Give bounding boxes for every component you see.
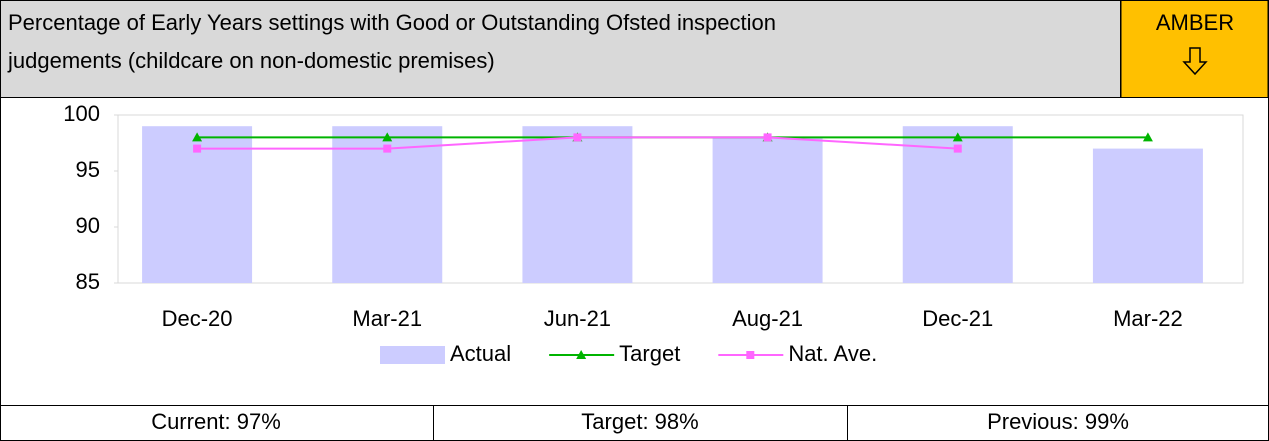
legend-marker xyxy=(746,351,755,359)
line-marker xyxy=(573,133,582,142)
x-tick-label: Mar-22 xyxy=(1113,306,1183,331)
legend-marker xyxy=(576,350,587,359)
footer-previous: Previous: 99% xyxy=(987,409,1129,434)
line-marker xyxy=(383,144,392,153)
y-tick-label: 90 xyxy=(76,213,100,238)
status-arrow xyxy=(1182,47,1208,76)
line-marker xyxy=(952,132,963,142)
bar xyxy=(522,126,633,283)
y-tick-label: 85 xyxy=(76,269,100,294)
x-tick-label: Mar-21 xyxy=(352,306,422,331)
plot-border xyxy=(117,114,1244,284)
bar xyxy=(712,137,823,283)
x-tick-label: Dec-21 xyxy=(922,306,993,331)
line-marker xyxy=(953,144,962,153)
line-marker xyxy=(1142,132,1153,142)
legend-swatch xyxy=(380,346,445,364)
line-marker xyxy=(382,132,393,142)
line-marker xyxy=(192,132,203,142)
line-marker xyxy=(763,133,772,142)
bar xyxy=(1092,148,1203,283)
x-tick-label: Jun-21 xyxy=(544,306,611,331)
header-title: Percentage of Early Years settings with … xyxy=(8,10,776,35)
header-title: judgements (childcare on non-domestic pr… xyxy=(7,48,495,73)
header-band xyxy=(0,0,1121,98)
y-tick-label: 100 xyxy=(63,101,100,126)
x-tick-label: Aug-21 xyxy=(732,306,803,331)
y-tick-label: 95 xyxy=(76,157,100,182)
status-box xyxy=(1120,0,1269,98)
footer-target: Target: 98% xyxy=(581,409,698,434)
legend-label: Nat. Ave. xyxy=(788,341,877,366)
legend-label: Actual xyxy=(450,341,511,366)
legend-label: Target xyxy=(619,341,680,366)
status-label: AMBER xyxy=(1156,10,1234,35)
x-tick-label: Dec-20 xyxy=(162,306,233,331)
footer-current: Current: 97% xyxy=(151,409,281,434)
line-marker xyxy=(193,144,202,153)
